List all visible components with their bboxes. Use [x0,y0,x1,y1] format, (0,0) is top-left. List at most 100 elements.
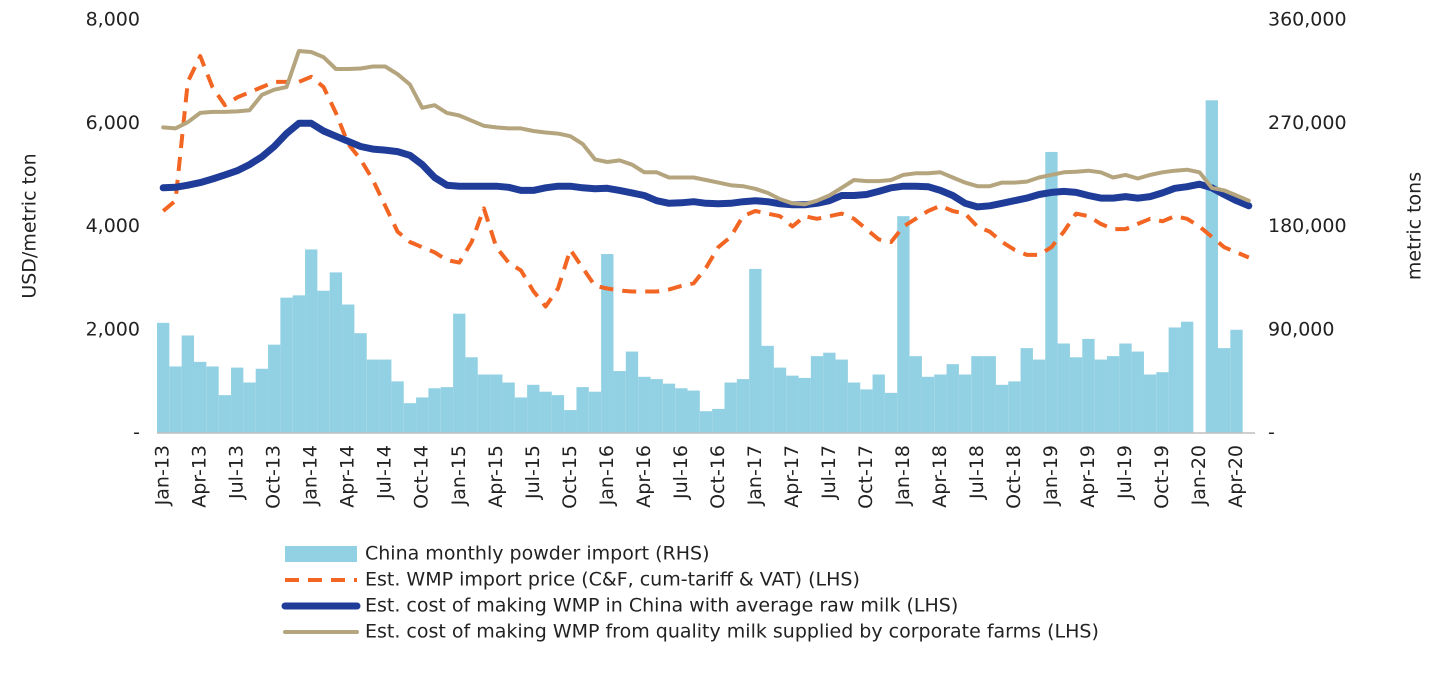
bar [1217,348,1231,433]
y-tick-label: 2,000 [86,318,140,340]
y-tick-label: 6,000 [86,112,140,134]
bar [514,397,528,433]
bar [884,392,898,433]
x-tick-label: Jan-20 [1188,445,1210,506]
x-tick-label: Jan-17 [744,445,766,506]
bar [1057,343,1070,433]
bar [847,382,861,433]
y-tick-label: 8,000 [86,9,140,31]
x-tick-label: Oct-16 [707,445,729,509]
x-tick-label: Jan-13 [152,445,174,506]
bar [280,297,293,433]
bar [169,366,182,433]
x-tick-label: Jan-14 [300,445,322,506]
bar [268,344,281,433]
bar [1020,348,1033,433]
x-tick-label: Apr-19 [1077,445,1099,508]
bar [527,384,540,433]
bar [1082,338,1095,433]
x-tick-label: Jul-17 [818,445,840,500]
x-tick-label: Jul-16 [670,445,692,500]
x-tick-label: Jan-18 [892,445,914,506]
bar [761,345,774,433]
bar [1230,329,1243,433]
x-tick-label: Jul-15 [522,445,544,500]
legend-swatch [285,546,357,562]
bar [1106,356,1120,433]
legend-label: China monthly powder import (RHS) [365,543,710,565]
bar [625,351,639,433]
bar [551,395,565,433]
bar [897,216,910,433]
y2-tick-label: 90,000 [1268,318,1334,340]
legend-label: Est. WMP import price (C&F, cum-tariff &… [365,569,860,591]
bar [539,391,552,433]
x-tick-label: Jul-18 [966,445,988,500]
bar [601,254,614,433]
x-tick-label: Oct-15 [559,445,581,509]
x-tick-label: Jul-13 [226,445,248,500]
y2-tick-label: 360,000 [1268,9,1347,31]
bar [946,364,959,433]
bar [712,408,725,433]
bar [687,390,700,433]
bar [379,359,392,433]
x-tick-label: Apr-13 [189,445,211,508]
bar [231,367,244,433]
bar [157,322,170,433]
y-tick-label: 4,000 [86,215,140,237]
x-tick-label: Jul-14 [374,445,396,500]
bar [971,356,984,433]
bar [724,382,737,433]
legend-label: Est. cost of making WMP in China with av… [365,595,958,617]
x-tick-label: Oct-13 [263,445,285,509]
bar [934,374,947,433]
x-tick-label: Oct-19 [1151,445,1173,509]
bar [662,383,676,433]
bar [1045,151,1058,434]
bar [194,361,207,433]
bar [983,356,996,433]
bar [675,388,688,433]
bar [1168,327,1181,433]
bar [786,375,799,433]
x-tick-label: Jan-19 [1040,445,1062,506]
x-tick-label: Apr-17 [781,445,803,508]
line [161,49,1251,207]
bar [749,268,762,433]
bar [354,333,367,433]
x-tick-label: Apr-15 [485,445,507,508]
bar [317,290,330,433]
bar [391,381,404,433]
bar [588,391,602,433]
bar [650,379,663,433]
bar [416,397,429,433]
line [159,119,1253,211]
y-tick-label: - [133,422,140,444]
bar [181,335,195,433]
bar [477,374,491,433]
x-tick-label: Apr-16 [633,445,655,508]
bar [835,359,848,433]
y2-axis-label: metric tons [1404,172,1426,280]
bar [342,304,355,433]
bar [638,376,651,433]
bar [564,410,577,433]
line [161,54,1250,309]
bar [909,356,922,433]
bar [823,352,836,433]
bar [995,384,1009,433]
y2-tick-label: 180,000 [1268,215,1347,237]
x-tick-label: Apr-14 [337,445,359,508]
bar [1008,381,1021,433]
bar [453,313,466,433]
legend-label: Est. cost of making WMP from quality mil… [365,621,1099,643]
bar [1131,351,1144,433]
x-tick-label: Oct-18 [1003,445,1025,509]
bar [255,368,269,433]
x-tick-label: Oct-14 [411,445,433,509]
bar [1032,359,1046,433]
x-tick-label: Apr-20 [1225,445,1247,508]
bar [736,379,750,433]
